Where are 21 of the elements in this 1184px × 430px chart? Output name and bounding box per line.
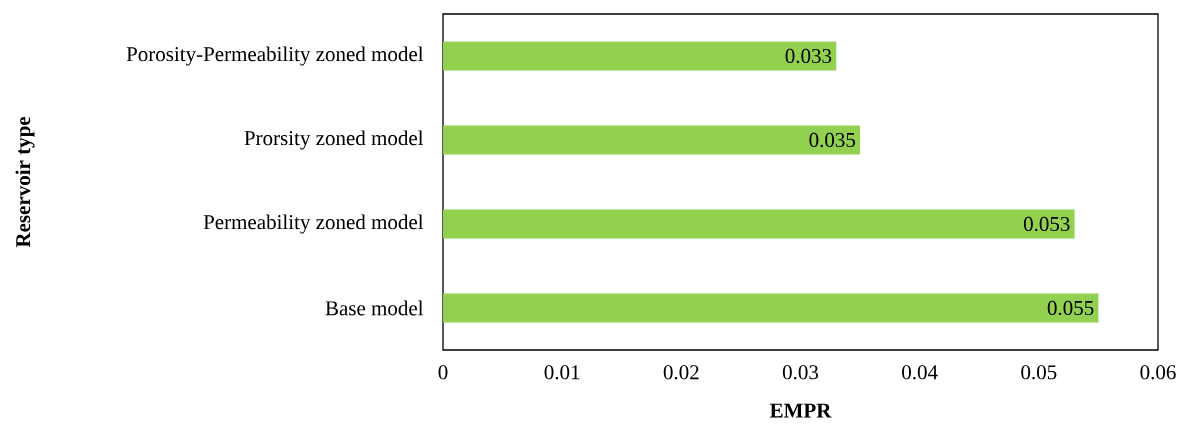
- data-label: 0.055: [1047, 300, 1094, 316]
- y-tick-label: Base model: [325, 300, 424, 316]
- x-tick-label: 0: [438, 365, 448, 380]
- bar: [443, 293, 1099, 323]
- data-label: 0.033: [785, 48, 832, 64]
- x-axis-title: EMPR: [769, 403, 832, 418]
- data-label: 0.035: [809, 132, 856, 148]
- y-axis-title: Reservoir type: [15, 116, 35, 248]
- x-tick-label: 0.04: [902, 365, 938, 380]
- y-tick-label: Porosity-Permeability zoned model: [126, 46, 424, 66]
- data-label: 0.053: [1023, 216, 1070, 232]
- bar: [443, 41, 837, 71]
- x-tick-label: 0.06: [1140, 365, 1176, 380]
- x-tick-label: 0.03: [782, 365, 819, 380]
- bar: [443, 125, 861, 155]
- x-tick-label: 0.05: [1021, 365, 1057, 380]
- x-tick-label: 0.01: [544, 365, 580, 380]
- x-tick-label: 0.02: [663, 365, 699, 380]
- bar: [443, 209, 1075, 239]
- y-tick-label: Prorsity zoned model: [244, 130, 424, 150]
- y-tick-label: Permeability zoned model: [203, 214, 424, 234]
